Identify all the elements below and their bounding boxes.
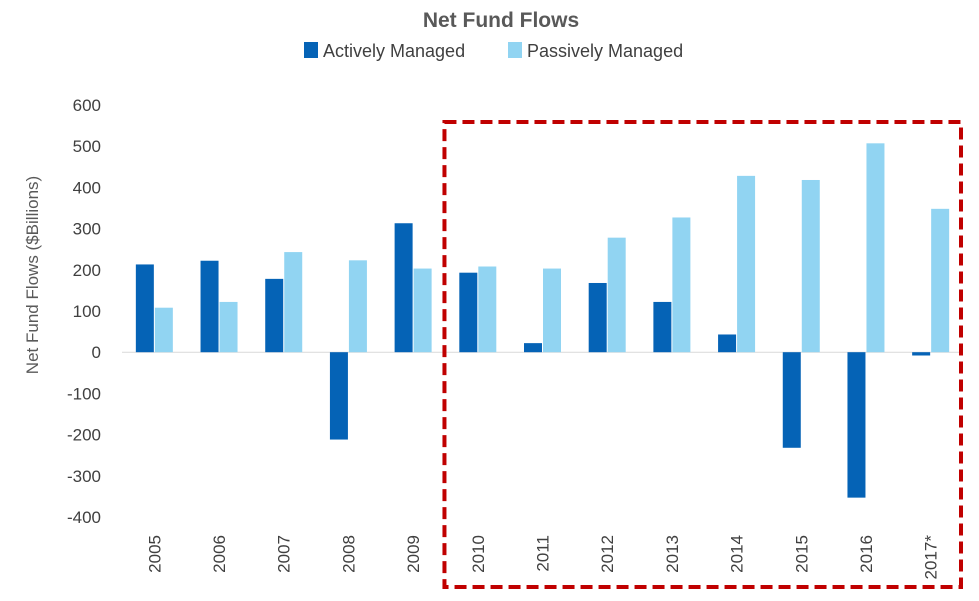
x-tick-label: 2009 bbox=[404, 535, 423, 573]
x-tick-label: 2011 bbox=[534, 535, 553, 572]
bar-actively-managed-2010 bbox=[459, 272, 478, 353]
y-tick-label: 200 bbox=[73, 261, 101, 280]
bars bbox=[135, 143, 950, 498]
y-tick-label: -100 bbox=[67, 384, 101, 403]
bar-actively-managed-2009 bbox=[394, 223, 413, 353]
bar-passively-managed-2005 bbox=[154, 307, 173, 353]
y-tick-label: 400 bbox=[73, 178, 101, 197]
x-tick-label: 2005 bbox=[145, 535, 164, 573]
legend: Actively Managed Passively Managed bbox=[304, 41, 683, 61]
bar-passively-managed-2013 bbox=[672, 217, 691, 353]
bar-actively-managed-2017 bbox=[912, 352, 931, 356]
bar-actively-managed-2005 bbox=[135, 264, 154, 353]
x-axis-ticks: 2005 2006 2007 2008 2009 2010 2011 2012 2013 2014… bbox=[145, 535, 940, 580]
bar-passively-managed-2014 bbox=[737, 175, 756, 353]
y-axis-label: Net Fund Flows ($Billions) bbox=[23, 176, 42, 374]
bar-actively-managed-2014 bbox=[718, 334, 737, 353]
bar-actively-managed-2013 bbox=[653, 301, 672, 353]
y-tick-label: -300 bbox=[67, 467, 101, 486]
y-tick-label: -400 bbox=[67, 508, 101, 527]
bar-actively-managed-2015 bbox=[782, 352, 801, 448]
bar-passively-managed-2010 bbox=[478, 266, 497, 353]
x-tick-label: 2012 bbox=[598, 535, 617, 573]
bar-passively-managed-2017 bbox=[931, 208, 950, 353]
x-tick-label: 2008 bbox=[339, 535, 358, 573]
highlight-box bbox=[442, 120, 963, 589]
x-tick-label: 2013 bbox=[663, 535, 682, 573]
bar-passively-managed-2016 bbox=[866, 143, 885, 353]
y-tick-label: 600 bbox=[73, 96, 101, 115]
y-tick-label: 500 bbox=[73, 137, 101, 156]
bar-actively-managed-2008 bbox=[329, 352, 348, 440]
x-tick-label: 2014 bbox=[728, 535, 747, 573]
y-axis-ticks: 600 500 400 300 200 100 0 -100 -200 -300 -400 bbox=[67, 96, 101, 527]
bar-actively-managed-2012 bbox=[588, 282, 607, 353]
bar-actively-managed-2016 bbox=[847, 352, 866, 498]
bar-passively-managed-2006 bbox=[219, 301, 238, 353]
y-tick-label: 100 bbox=[73, 302, 101, 321]
y-tick-label: -200 bbox=[67, 426, 101, 445]
bar-actively-managed-2006 bbox=[200, 260, 219, 353]
x-tick-label: 2006 bbox=[210, 535, 229, 573]
bar-passively-managed-2012 bbox=[607, 237, 626, 353]
bar-passively-managed-2008 bbox=[348, 260, 367, 353]
bar-passively-managed-2009 bbox=[413, 268, 432, 353]
legend-swatch-passively-managed bbox=[508, 42, 522, 58]
x-tick-label: 2007 bbox=[275, 535, 294, 573]
x-tick-label: 2017* bbox=[922, 535, 941, 580]
bar-actively-managed-2007 bbox=[265, 278, 284, 353]
bar-passively-managed-2007 bbox=[284, 252, 303, 353]
bar-actively-managed-2011 bbox=[524, 343, 542, 353]
legend-swatch-actively-managed bbox=[304, 42, 318, 58]
legend-label-actively-managed: Actively Managed bbox=[323, 41, 465, 61]
x-tick-label: 2016 bbox=[857, 535, 876, 573]
x-tick-label: 2010 bbox=[469, 535, 488, 573]
bar-passively-managed-2011 bbox=[543, 268, 561, 353]
legend-label-passively-managed: Passively Managed bbox=[527, 41, 683, 61]
y-tick-label: 0 bbox=[92, 343, 101, 362]
bar-passively-managed-2015 bbox=[801, 179, 820, 353]
y-tick-label: 300 bbox=[73, 220, 101, 239]
chart-title: Net Fund Flows bbox=[423, 9, 579, 32]
x-tick-label: 2015 bbox=[792, 535, 811, 573]
